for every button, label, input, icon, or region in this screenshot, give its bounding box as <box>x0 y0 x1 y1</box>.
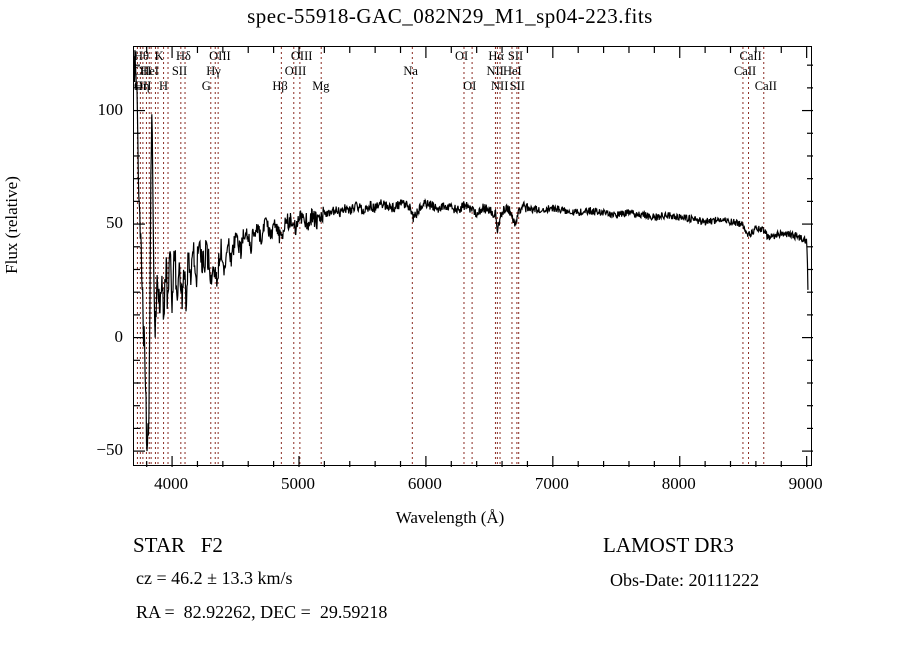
x-tick-label-9000: 9000 <box>788 474 823 493</box>
cz-value: cz = 46.2 ± 13.3 km/s <box>136 568 293 588</box>
x-tick-label-6000: 6000 <box>407 474 442 493</box>
line-label-OIII-4363: OIII <box>209 49 231 63</box>
obs-date: Obs-Date: 20111222 <box>610 570 760 590</box>
line-label-K-3933: K <box>154 49 164 63</box>
line-label-HeI-3820: HeI <box>140 64 159 78</box>
line-label-CaII-8662: CaII <box>754 79 777 93</box>
line-label-OIII-4959: OIII <box>284 64 307 78</box>
y-tick-label-0: 0 <box>114 326 124 346</box>
plot-frame: Hθ K Hδ OIII OIII OI Hα SII CaII OII HeI SII Hγ OIII N… <box>133 46 813 467</box>
line-label-OII-3727: OII <box>134 64 152 78</box>
y-axis-label: Flux (relative) <box>2 176 21 274</box>
line-label-OI-6300: OI <box>454 49 469 63</box>
coordinates: RA = 82.92262, DEC = 29.59218 <box>136 602 388 622</box>
line-label-HeI-6678: HeI <box>502 64 522 78</box>
y-tick-label-minus50: −50 <box>96 440 123 460</box>
spectrum-trace <box>134 50 809 452</box>
x-tick-label-7000: 7000 <box>534 474 569 493</box>
survey-label: LAMOST DR3 <box>603 533 734 557</box>
x-tick-label-5000: 5000 <box>280 474 315 493</box>
y-tick-label-100: 100 <box>97 99 124 119</box>
line-label-SII-4069: SII <box>171 64 188 78</box>
line-label-OII-3727: OII <box>134 79 152 93</box>
x-tick-label-4000: 4000 <box>154 474 189 493</box>
line-label-H-4102: Hδ <box>176 49 191 63</box>
object-type: STAR <box>133 533 185 557</box>
line-label-H-3770: Hθ <box>134 49 150 63</box>
y-tick-label-50: 50 <box>106 213 123 233</box>
object-type-label: STAR F2 <box>133 533 223 558</box>
line-label-H-3968: H <box>159 79 169 93</box>
line-label-SII-6731: SII <box>509 79 525 93</box>
page-title: spec-55918-GAC_082N29_M1_sp04-223.fits <box>247 4 653 28</box>
line-label-H-4340: Hγ <box>206 64 221 78</box>
line-label-H-6563: Hα <box>488 49 504 63</box>
line-label-CaII-8498: CaII <box>733 64 757 78</box>
line-label-SII-6717: SII <box>507 49 524 63</box>
x-tick-label-8000: 8000 <box>661 474 696 493</box>
line-label-OI-6364: OI <box>463 79 477 93</box>
line-label-OIII-5007: OIII <box>290 49 313 63</box>
spectrum-canvas <box>134 47 813 467</box>
line-label-H-4861: Hβ <box>272 79 288 93</box>
line-label-CaII-8542: CaII <box>739 49 762 63</box>
line-label-NII-6548: NII <box>486 64 504 78</box>
x-axis-label: Wavelength (Å) <box>395 508 505 527</box>
spectral-class: F2 <box>200 533 223 557</box>
line-label-Mg-5175: Mg <box>312 79 330 93</box>
line-label-G-4305: G <box>201 79 211 93</box>
line-label-Na-5893: Na <box>403 64 418 78</box>
line-label-H-3750: Hη <box>134 79 150 93</box>
line-label-NII-6584: NII <box>491 79 509 93</box>
